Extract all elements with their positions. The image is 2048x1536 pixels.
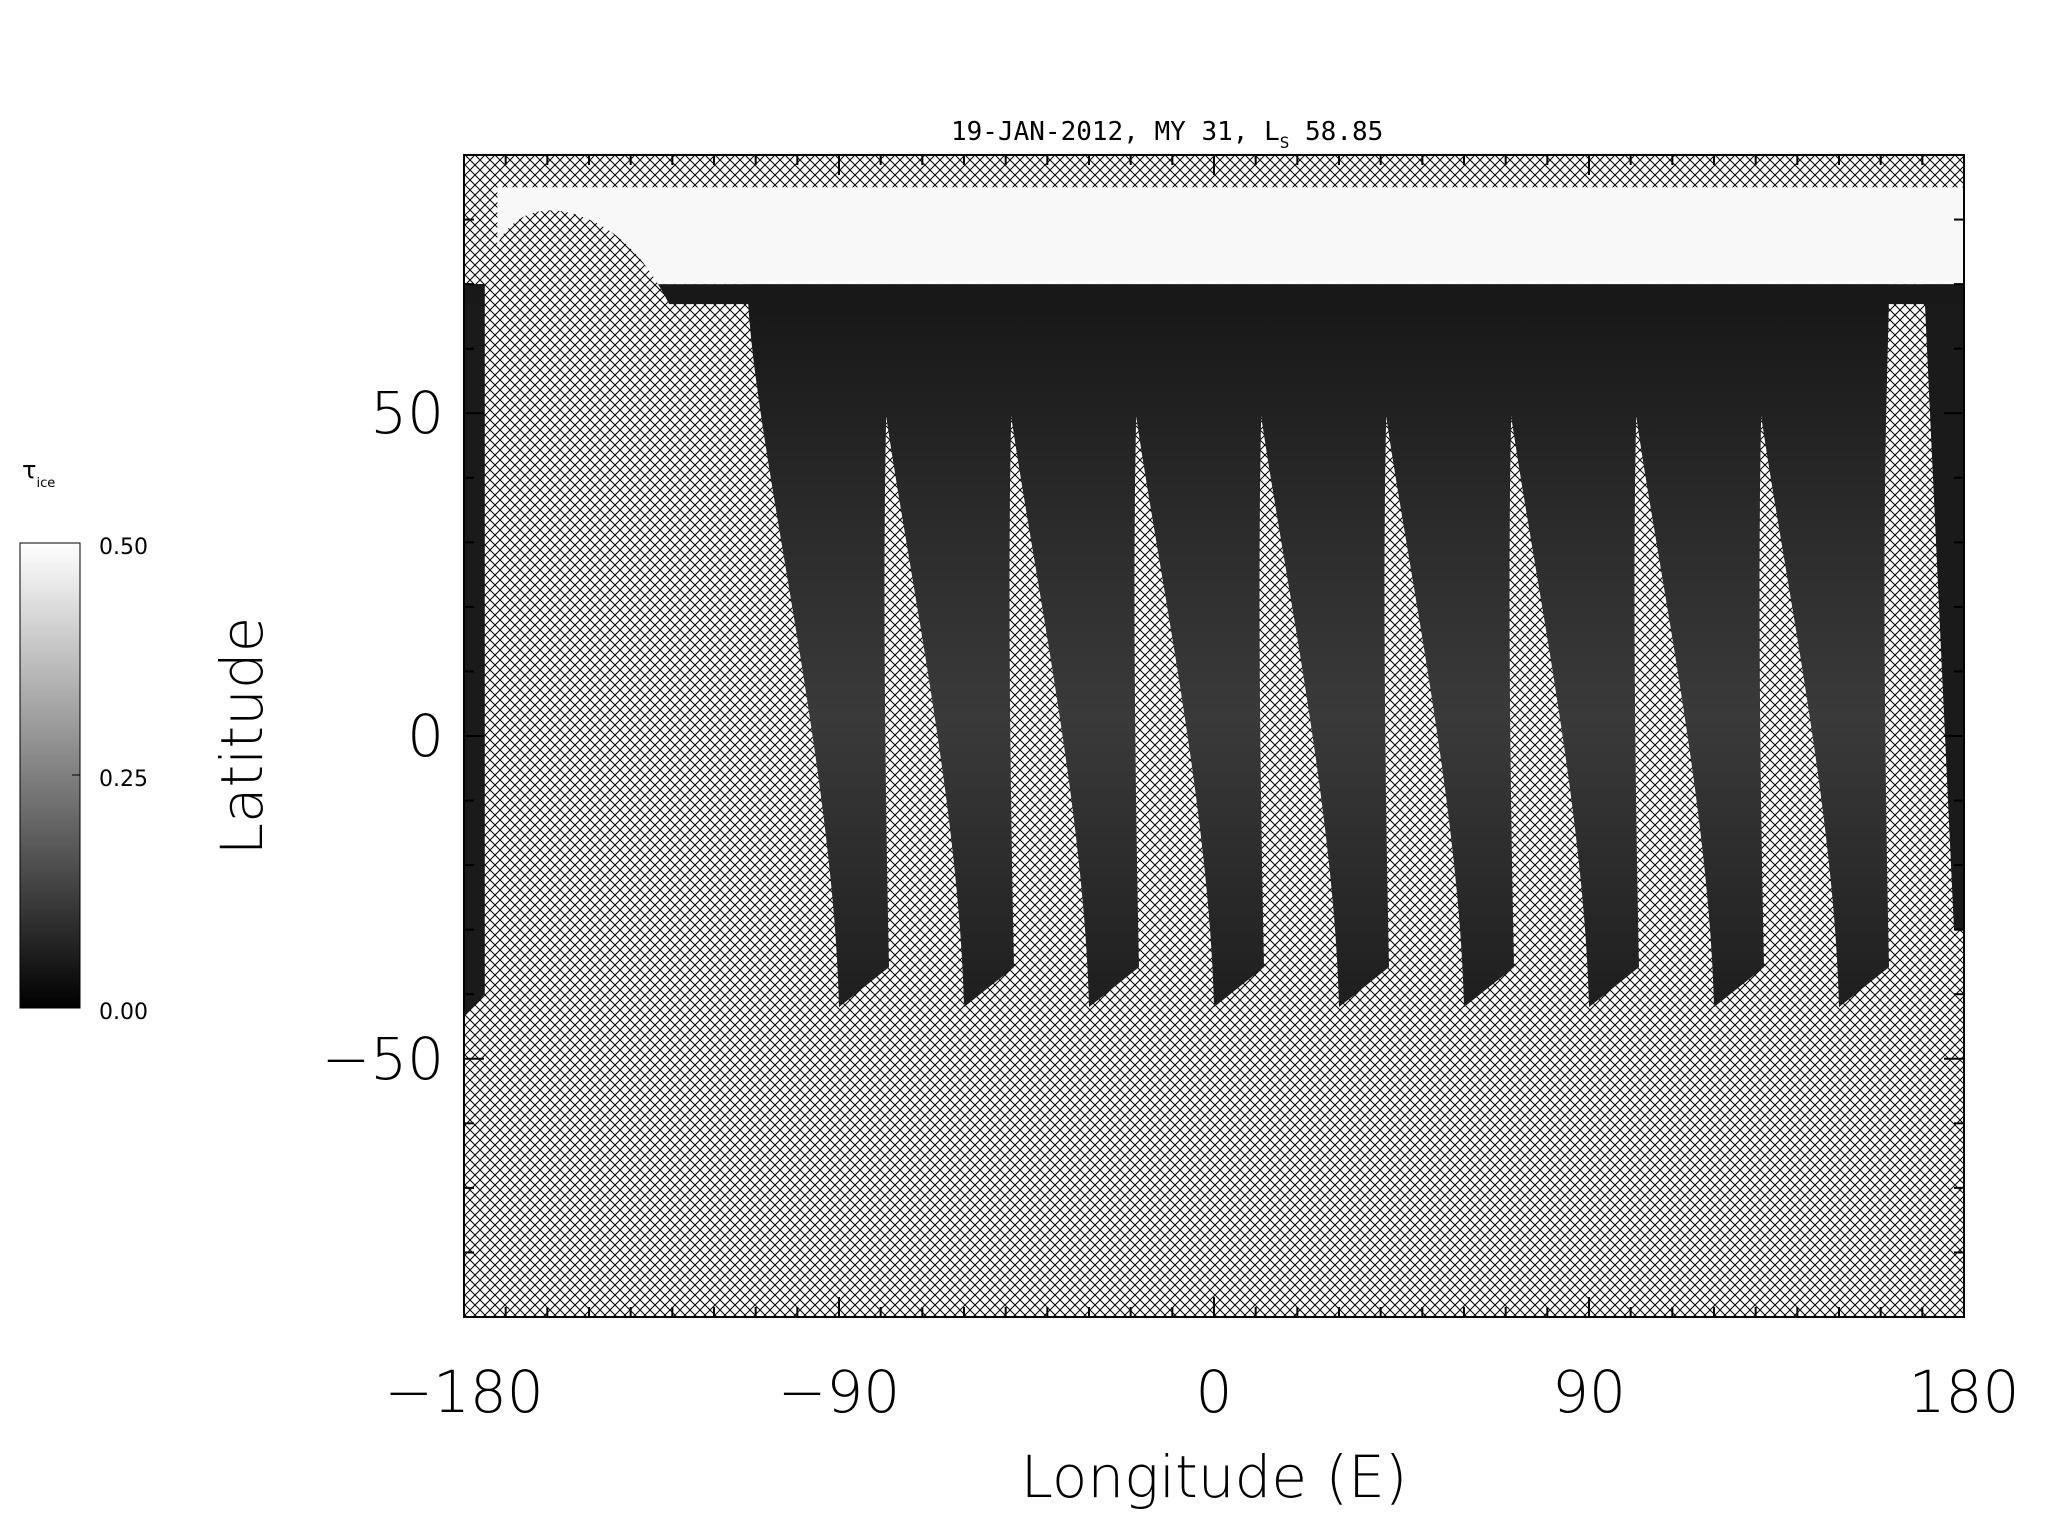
colorbar-tick-label: 0.50 bbox=[99, 535, 148, 560]
data-swath bbox=[1622, 284, 1764, 1008]
colorbar-tick-label: 0.00 bbox=[99, 1000, 148, 1025]
y-tick-label: 0 bbox=[407, 702, 444, 770]
data-band bbox=[464, 284, 1964, 305]
chart-title-subscript: S bbox=[1280, 133, 1290, 152]
polar-cap-fill bbox=[497, 187, 1964, 285]
colorbar-label: τice bbox=[22, 456, 55, 491]
data-swath bbox=[997, 284, 1139, 1008]
y-tick-labels: −50 0 50 bbox=[322, 379, 444, 1093]
x-tick-label: 180 bbox=[1909, 1358, 2020, 1426]
colorbar-gradient bbox=[19, 542, 81, 1009]
chart-title-value: 58.85 bbox=[1289, 117, 1383, 147]
data-swath bbox=[747, 284, 889, 1008]
y-axis-label: Latitude bbox=[208, 617, 276, 856]
plot-area bbox=[464, 155, 1964, 1317]
colorbar-label-subscript: ice bbox=[36, 476, 55, 491]
chart-title-main: 19-JAN-2012, MY 31, L bbox=[951, 117, 1280, 147]
chart-title: 19-JAN-2012, MY 31, LS 58.85 bbox=[951, 117, 1383, 152]
y-tick-label: −50 bbox=[322, 1025, 444, 1093]
x-tick-label: −90 bbox=[778, 1358, 900, 1426]
x-axis-label: Longitude (E) bbox=[1021, 1443, 1408, 1511]
x-tick-labels: −180 −90 0 90 180 bbox=[384, 1358, 2019, 1426]
data-swath bbox=[1372, 284, 1514, 1008]
colorbar-label-symbol: τ bbox=[22, 456, 36, 484]
data-swath bbox=[872, 284, 1014, 1008]
data-swaths bbox=[464, 284, 1964, 1018]
no-data-lobe bbox=[484, 210, 727, 1317]
data-swath bbox=[1747, 284, 1889, 1008]
data-swath bbox=[1122, 284, 1264, 1008]
y-tick-label: 50 bbox=[370, 379, 444, 447]
x-tick-label: 90 bbox=[1552, 1358, 1626, 1426]
colorbar: τice 0.50 0.25 0.00 bbox=[19, 456, 148, 1025]
data-swath bbox=[1497, 284, 1639, 1008]
x-tick-label: −180 bbox=[384, 1358, 543, 1426]
polar-cap bbox=[484, 187, 1964, 1317]
x-tick-label: 0 bbox=[1196, 1358, 1233, 1426]
data-swath bbox=[1924, 284, 1964, 930]
colorbar-tick-label: 0.25 bbox=[99, 767, 148, 792]
axis-ticks bbox=[463, 154, 1965, 1318]
data-swath bbox=[1247, 284, 1389, 1008]
